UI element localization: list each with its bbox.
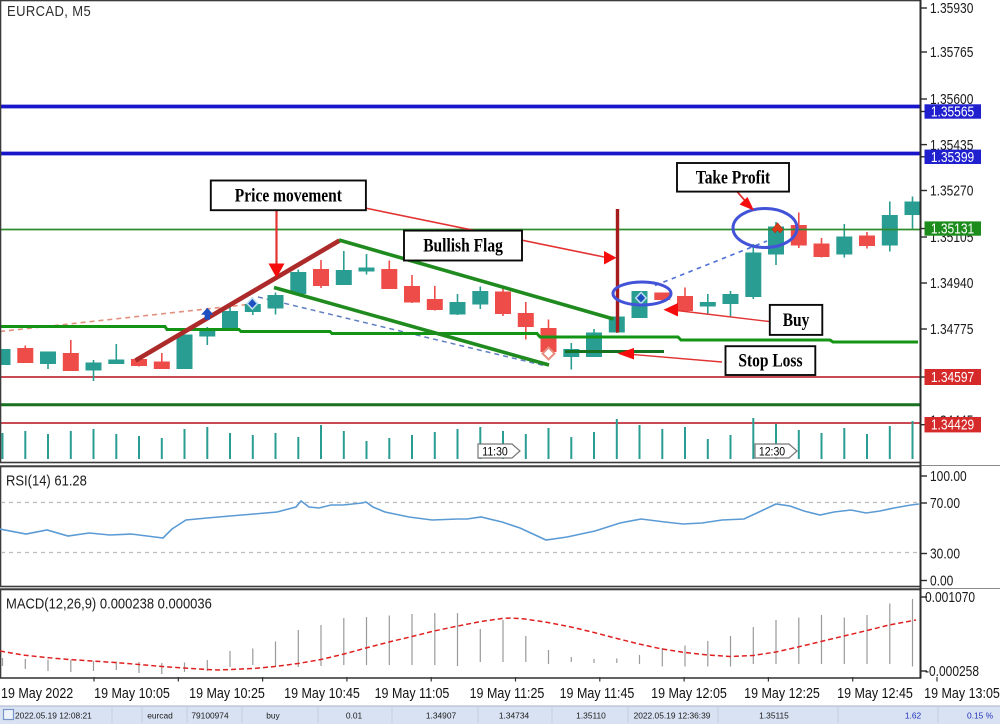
- svg-text:1.34597: 1.34597: [931, 369, 974, 385]
- svg-text:19 May 2022: 19 May 2022: [1, 685, 73, 701]
- svg-text:1.35270: 1.35270: [930, 183, 973, 199]
- svg-text:0.00: 0.00: [930, 573, 953, 589]
- svg-text:-0.000258: -0.000258: [925, 663, 979, 679]
- svg-text:1.34429: 1.34429: [931, 417, 974, 433]
- svg-text:19 May 10:25: 19 May 10:25: [189, 685, 265, 701]
- svg-text:1.62: 1.62: [905, 711, 922, 721]
- svg-text:Take Profit: Take Profit: [696, 167, 771, 188]
- svg-text:19 May 11:25: 19 May 11:25: [470, 685, 545, 701]
- svg-text:Buy: Buy: [783, 310, 810, 331]
- svg-text:1.35399: 1.35399: [931, 149, 974, 165]
- svg-text:100.00: 100.00: [930, 468, 967, 484]
- svg-text:1.34907: 1.34907: [426, 711, 457, 721]
- svg-text:1.35600: 1.35600: [930, 91, 973, 107]
- svg-text:79100974: 79100974: [191, 711, 229, 721]
- svg-text:1.34734: 1.34734: [499, 711, 530, 721]
- svg-text:1.34775: 1.34775: [930, 321, 973, 337]
- svg-text:19 May 11:45: 19 May 11:45: [560, 685, 635, 701]
- svg-text:19 May 10:05: 19 May 10:05: [94, 685, 170, 701]
- svg-text:eurcad: eurcad: [147, 711, 173, 721]
- svg-text:1.35435: 1.35435: [930, 137, 973, 153]
- svg-text:RSI(14) 61.28: RSI(14) 61.28: [6, 472, 87, 489]
- svg-text:19 May 12:25: 19 May 12:25: [744, 685, 820, 701]
- svg-text:70.00: 70.00: [930, 495, 960, 511]
- svg-text:1.35110: 1.35110: [576, 711, 606, 721]
- svg-text:buy: buy: [266, 711, 280, 721]
- svg-text:19 May 13:05: 19 May 13:05: [924, 685, 1000, 701]
- svg-text:1.35131: 1.35131: [931, 221, 974, 237]
- svg-text:12:30: 12:30: [759, 446, 785, 459]
- svg-text:19 May 10:45: 19 May 10:45: [284, 685, 360, 701]
- svg-text:30.00: 30.00: [930, 546, 960, 562]
- svg-text:1.35115: 1.35115: [759, 711, 789, 721]
- svg-text:0.01: 0.01: [346, 711, 363, 721]
- svg-text:19 May 12:45: 19 May 12:45: [837, 685, 913, 701]
- svg-text:Bullish Flag: Bullish Flag: [423, 235, 503, 256]
- svg-text:1.35930: 1.35930: [930, 0, 973, 16]
- svg-text:1.35565: 1.35565: [931, 103, 974, 119]
- svg-text:2022.05.19 12:36:39: 2022.05.19 12:36:39: [634, 711, 711, 721]
- svg-text:Price movement: Price movement: [235, 185, 342, 206]
- svg-text:19 May 12:05: 19 May 12:05: [651, 685, 727, 701]
- svg-text:11:30: 11:30: [482, 446, 507, 459]
- svg-text:Stop Loss: Stop Loss: [738, 350, 802, 371]
- svg-text:MACD(12,26,9) 0.000238 0.00003: MACD(12,26,9) 0.000238 0.000036: [6, 595, 212, 612]
- svg-text:2022.05.19 12:08:21: 2022.05.19 12:08:21: [15, 711, 92, 721]
- svg-text:0.15 %: 0.15 %: [967, 711, 994, 721]
- svg-text:EURCAD, M5: EURCAD, M5: [7, 2, 91, 19]
- svg-text:0.001070: 0.001070: [925, 589, 975, 605]
- svg-text:1.34940: 1.34940: [930, 275, 973, 291]
- svg-text:1.35765: 1.35765: [930, 44, 973, 60]
- svg-text:19 May 11:05: 19 May 11:05: [375, 685, 450, 701]
